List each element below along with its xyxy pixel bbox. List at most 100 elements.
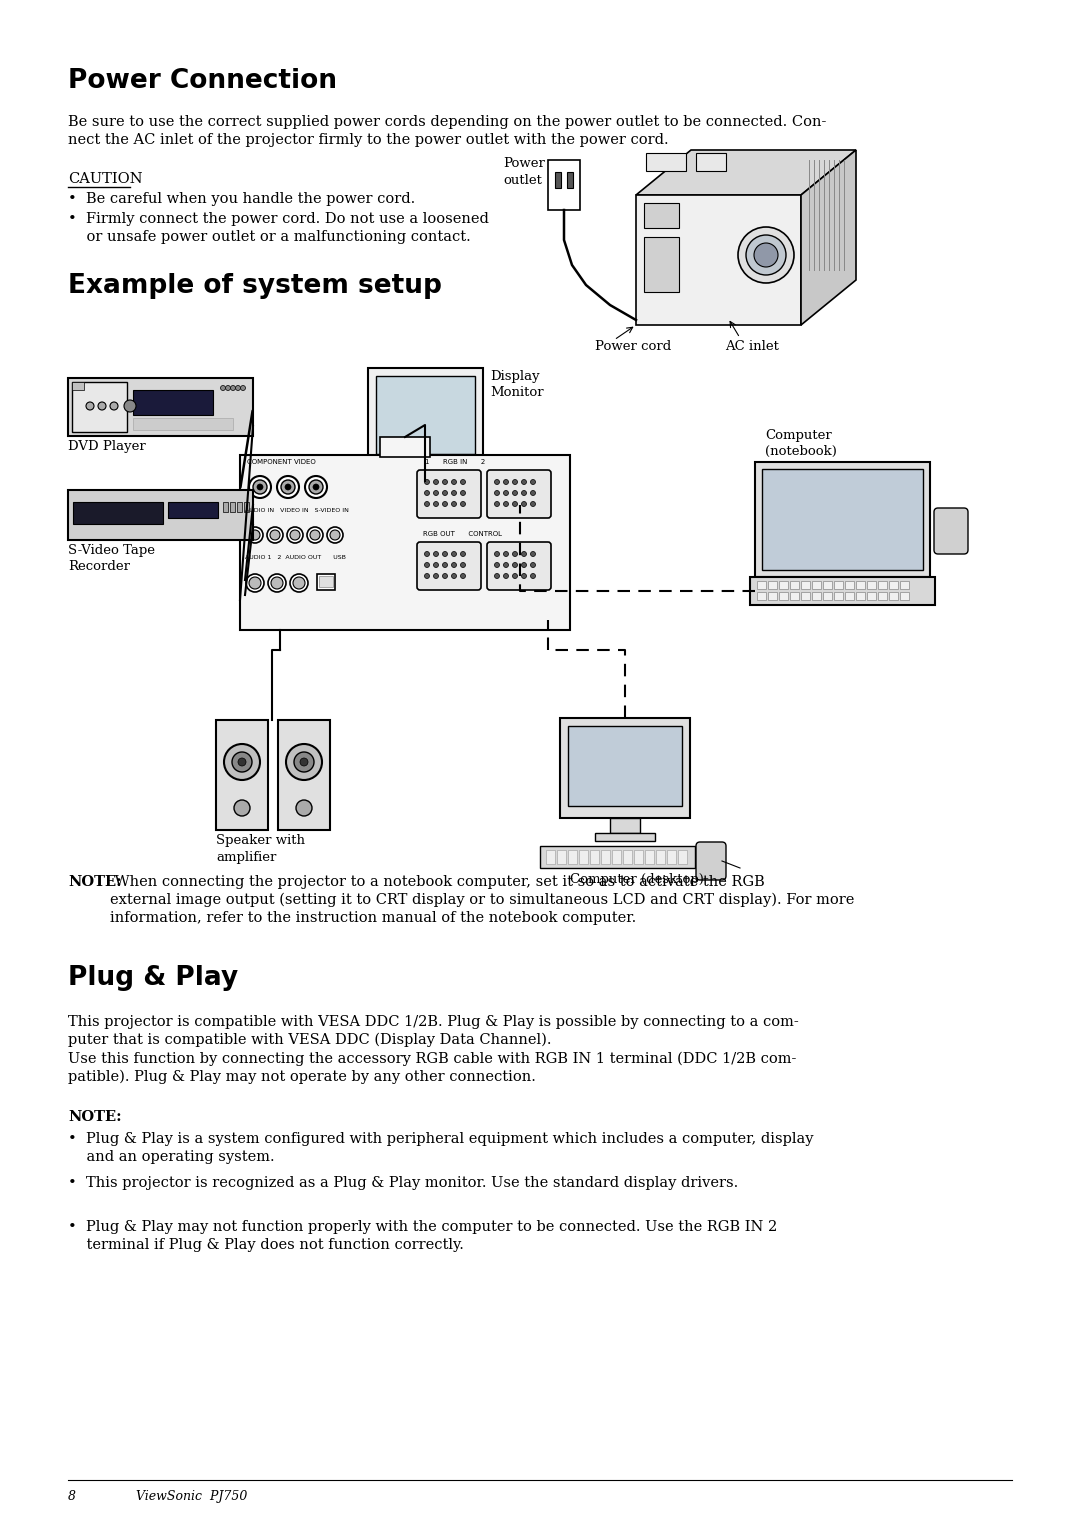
Circle shape (443, 480, 447, 484)
Circle shape (503, 480, 509, 484)
Circle shape (460, 501, 465, 506)
Text: When connecting the projector to a notebook computer, set it so as to activate t: When connecting the projector to a noteb… (110, 876, 854, 926)
Bar (789, 581, 799, 588)
Bar (376, 376, 475, 454)
Text: This projector is compatible with VESA DDC 1/2B. Plug & Play is possible by conn: This projector is compatible with VESA D… (68, 1015, 799, 1085)
Text: Power
outlet: Power outlet (503, 157, 545, 186)
Bar (762, 469, 923, 570)
Circle shape (513, 573, 517, 579)
Circle shape (522, 573, 527, 579)
Text: •  Be careful when you handle the power cord.: • Be careful when you handle the power c… (68, 193, 415, 206)
Bar (768, 581, 777, 588)
Circle shape (746, 235, 786, 275)
Bar (779, 591, 788, 601)
Circle shape (224, 744, 260, 779)
Circle shape (270, 530, 280, 539)
Bar (561, 718, 690, 817)
Text: AUDIO 1   2  AUDIO OUT      USB: AUDIO 1 2 AUDIO OUT USB (245, 555, 346, 559)
Circle shape (513, 501, 517, 506)
Bar (133, 419, 233, 429)
Circle shape (226, 385, 230, 391)
Circle shape (503, 573, 509, 579)
Circle shape (495, 490, 499, 495)
Bar (73, 503, 163, 524)
Circle shape (433, 562, 438, 567)
Circle shape (286, 744, 322, 779)
Circle shape (513, 562, 517, 567)
Circle shape (281, 480, 295, 494)
Circle shape (424, 573, 430, 579)
Text: Computer
(notebook): Computer (notebook) (765, 428, 837, 458)
Text: AUDIO IN   VIDEO IN   S-VIDEO IN: AUDIO IN VIDEO IN S-VIDEO IN (245, 507, 349, 513)
Text: RGB OUT      CONTROL: RGB OUT CONTROL (423, 532, 502, 536)
Circle shape (495, 480, 499, 484)
Bar (568, 850, 577, 863)
Circle shape (433, 501, 438, 506)
FancyBboxPatch shape (487, 542, 551, 590)
Text: •  Plug & Play may not function properly with the computer to be connected. Use : • Plug & Play may not function properly … (68, 1219, 778, 1251)
Circle shape (522, 562, 527, 567)
FancyBboxPatch shape (417, 542, 481, 590)
Bar (768, 591, 777, 601)
Bar (168, 503, 218, 518)
Circle shape (234, 801, 249, 816)
Bar (568, 726, 681, 805)
Text: •  Firmly connect the power cord. Do not use a loosened
    or unsafe power outl: • Firmly connect the power cord. Do not … (68, 212, 489, 244)
Polygon shape (636, 150, 856, 196)
Text: 1      RGB IN      2: 1 RGB IN 2 (426, 458, 485, 465)
Bar (856, 591, 865, 601)
Circle shape (530, 562, 536, 567)
Bar (656, 850, 665, 863)
Bar (567, 173, 573, 188)
Bar (757, 591, 766, 601)
Circle shape (293, 578, 305, 588)
Bar (579, 850, 588, 863)
Text: Display
Monitor: Display Monitor (490, 370, 543, 399)
Circle shape (503, 552, 509, 556)
Circle shape (451, 562, 457, 567)
Text: Power Connection: Power Connection (68, 69, 337, 95)
Bar (133, 390, 213, 416)
Bar (612, 850, 621, 863)
Circle shape (294, 752, 314, 772)
Bar (540, 847, 696, 868)
Bar (68, 377, 253, 435)
Bar (72, 382, 127, 432)
Circle shape (460, 480, 465, 484)
Circle shape (451, 480, 457, 484)
Text: Power cord: Power cord (595, 341, 672, 353)
Bar (244, 503, 249, 512)
Bar (216, 720, 268, 830)
Circle shape (424, 552, 430, 556)
Bar (548, 160, 580, 209)
Circle shape (247, 527, 264, 542)
Circle shape (424, 501, 430, 506)
Bar (222, 503, 228, 512)
Bar (845, 581, 854, 588)
Bar (812, 581, 821, 588)
Circle shape (460, 490, 465, 495)
Text: DVD Player: DVD Player (68, 440, 146, 452)
FancyBboxPatch shape (696, 842, 726, 880)
Bar (555, 173, 561, 188)
Circle shape (424, 562, 430, 567)
Bar (240, 455, 570, 630)
Circle shape (285, 484, 291, 490)
Bar (878, 591, 887, 601)
Bar (900, 581, 909, 588)
Circle shape (522, 480, 527, 484)
Bar (237, 503, 242, 512)
Circle shape (451, 573, 457, 579)
Bar (789, 591, 799, 601)
Circle shape (271, 578, 283, 588)
Circle shape (220, 385, 226, 391)
Text: Computer (desktop): Computer (desktop) (570, 872, 704, 886)
Circle shape (513, 490, 517, 495)
Bar (396, 481, 456, 490)
Bar (823, 591, 832, 601)
Circle shape (522, 552, 527, 556)
Text: AC inlet: AC inlet (725, 341, 779, 353)
Bar (278, 720, 330, 830)
Bar (636, 196, 801, 325)
Circle shape (495, 501, 499, 506)
